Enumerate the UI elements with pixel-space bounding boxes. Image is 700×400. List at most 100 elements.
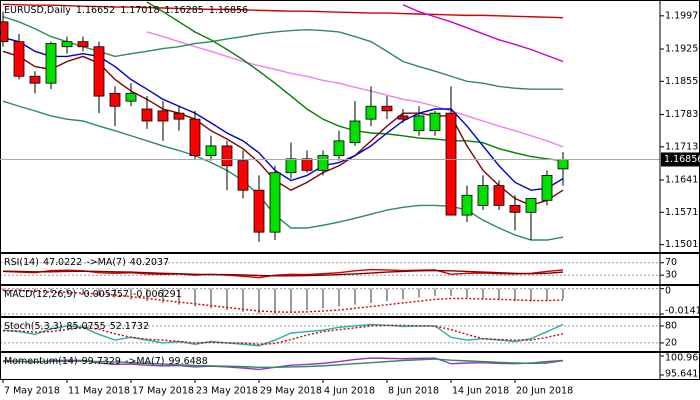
candle-body [445, 112, 457, 216]
series-value: 85.0755 [66, 321, 105, 332]
candle-body [173, 112, 185, 120]
indicator-line [3, 289, 564, 313]
y-tick-label: 80 [665, 320, 677, 331]
candle-body [285, 158, 297, 174]
indicator-label: RSI(14) 47.0222 ->MA(7) 40.2037 [4, 257, 169, 268]
x-tick-label: 20 Jun 2018 [516, 386, 573, 397]
symbol: EURUSD,Daily [4, 5, 71, 16]
y-tick-label: 1.17130 [665, 141, 700, 152]
y-tick-label: 95.6419 [665, 369, 700, 380]
candle-body [189, 118, 201, 156]
candle-body [157, 110, 169, 122]
indicator-name: MACD(12,26,9) [4, 289, 76, 300]
indicator-label: Momentum(14) 99.7329 ->MA(7) 99.6488 [4, 356, 208, 367]
series-value: 47.0222 [43, 257, 82, 268]
panel [1, 1, 569, 242]
price-label: 1.16856 [664, 154, 700, 165]
series-name: ->MA(7) [125, 356, 165, 367]
y-tick-label: 1.16410 [665, 175, 700, 186]
indicator-name: Stoch(5,3,3) [4, 321, 62, 332]
indicator-line [2, 323, 564, 347]
price-box [661, 152, 700, 167]
ohlc-value: 1.16285 [165, 5, 204, 16]
x-tick-label: 14 Jun 2018 [452, 386, 509, 397]
indicator-line [2, 269, 564, 277]
ohlc-value: 1.17018 [120, 5, 159, 16]
series-value: 99.6488 [168, 356, 207, 367]
y-tick-label: 1.15710 [665, 207, 700, 218]
x-tick-label: 17 May 2018 [132, 386, 194, 397]
candle-body [477, 185, 489, 206]
indicator-line [3, 358, 564, 368]
candle-body [541, 175, 553, 201]
candle-body [317, 155, 329, 171]
indicator-name: Momentum(14) [4, 356, 78, 367]
ohlc-value: 1.16652 [76, 5, 115, 16]
candle-body [349, 120, 361, 144]
candle-body [429, 112, 441, 132]
candle-body [93, 46, 105, 97]
candle-body [413, 115, 425, 132]
candle-body [125, 92, 137, 102]
candle-body [1, 21, 9, 43]
candle-body [205, 145, 217, 156]
y-tick-label: 0 [665, 286, 671, 297]
y-tick-label: 70 [665, 257, 677, 268]
candle-body [29, 75, 41, 84]
candle-body [333, 140, 345, 156]
y-tick-label: 1.17830 [665, 109, 700, 120]
y-tick-label: 30 [665, 270, 677, 281]
candle-body [269, 172, 281, 233]
candle-body [525, 198, 537, 213]
y-tick-label: 1.18550 [665, 76, 700, 87]
y-tick-label: 1.19250 [665, 44, 700, 55]
panel [2, 357, 564, 371]
series-value: -0.005757 [80, 289, 129, 300]
candle-body [45, 43, 57, 84]
series-value: 99.7329 [82, 356, 121, 367]
ohlc-value: 1.16856 [209, 5, 248, 16]
series-name: ->MA(7) [86, 257, 126, 268]
indicator-line [2, 3, 564, 19]
panel [1, 323, 660, 347]
series-value: 40.2037 [130, 257, 169, 268]
y-tick-label: -0.014194 [665, 306, 700, 317]
candle-body [237, 160, 249, 191]
y-tick-label: 100.9647 [665, 353, 700, 364]
x-tick-label: 4 Jun 2018 [324, 386, 375, 397]
indicator-line [2, 357, 564, 371]
indicator-line [2, 268, 564, 279]
candle-body [77, 41, 89, 48]
y-tick-label: 1.19970 [665, 10, 700, 21]
series-value: 52.1732 [110, 321, 149, 332]
candle-body [109, 92, 121, 107]
candle-body [13, 41, 25, 77]
candle-body [365, 105, 377, 120]
indicator-line [2, 324, 564, 346]
indicator-line [146, 31, 564, 148]
indicator-label: MACD(12,26,9) -0.005757 -0.006291 [4, 289, 182, 300]
x-tick-label: 7 May 2018 [4, 386, 60, 397]
candle-body [253, 189, 265, 233]
candle-body [141, 108, 153, 122]
indicator-label: Stoch(5,3,3) 85.0755 52.1732 [4, 321, 149, 332]
chart-header: EURUSD,Daily 1.16652 1.17018 1.16285 1.16856 [4, 5, 248, 16]
candle-body [557, 159, 569, 170]
series-value: -0.006291 [133, 289, 182, 300]
candle-body [381, 105, 393, 112]
y-tick-label: 1.15010 [665, 239, 700, 250]
candle-body [397, 115, 409, 120]
y-tick-label: 20 [665, 337, 677, 348]
candle-body [221, 145, 233, 167]
panel [1, 262, 660, 279]
indicator-line [402, 4, 564, 63]
candle-body [493, 185, 505, 206]
x-tick-label: 23 May 2018 [196, 386, 258, 397]
x-tick-label: 8 Jun 2018 [388, 386, 439, 397]
candle-body [461, 194, 473, 216]
x-tick-label: 11 May 2018 [68, 386, 130, 397]
candle-body [509, 205, 521, 213]
x-tick-label: 29 May 2018 [260, 386, 322, 397]
